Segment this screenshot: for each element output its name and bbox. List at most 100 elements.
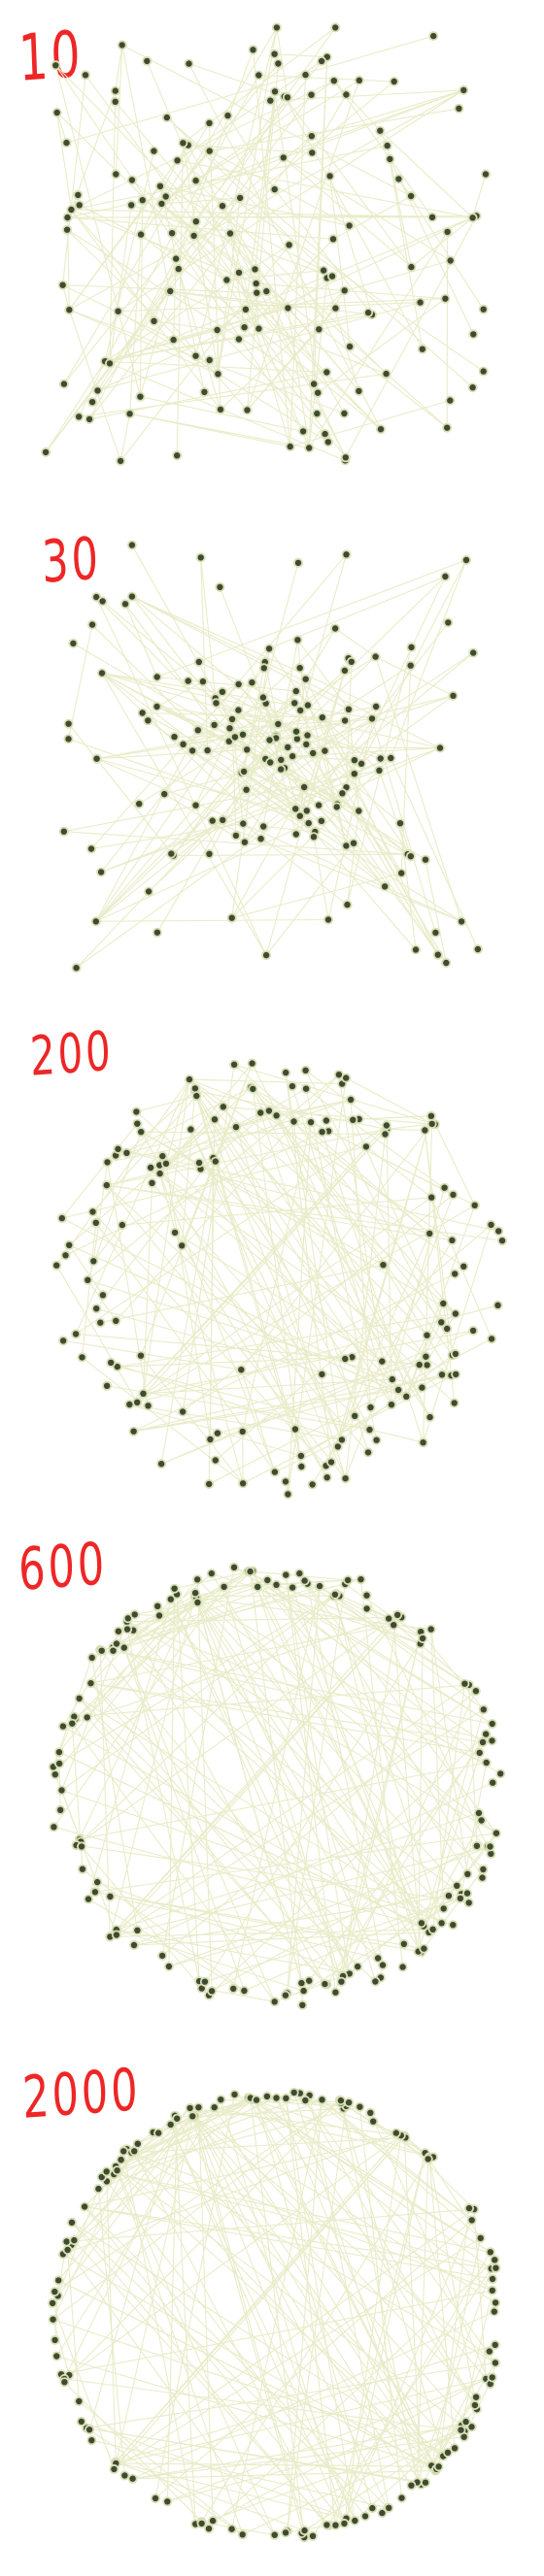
graph-node (314, 410, 321, 417)
graph-edge (54, 65, 141, 397)
graph-edge (285, 2097, 356, 2522)
graph-node (124, 1615, 131, 1622)
graph-node (231, 2091, 238, 2098)
graph-edge (132, 2311, 495, 2480)
graph-edge (84, 2134, 405, 2208)
graph-node (292, 806, 299, 812)
graph-edge (251, 681, 402, 874)
graph-edge (195, 80, 360, 182)
graph-node (473, 1842, 481, 1849)
graph-edge (174, 1232, 383, 1363)
graph-svg (41, 22, 491, 466)
graph-edge (299, 668, 347, 846)
graph-svg (51, 1058, 507, 1500)
graph-edge (86, 2427, 426, 2484)
graph-edge (56, 112, 68, 144)
graph-node (309, 1481, 316, 1488)
graph-edge (133, 1364, 420, 1433)
graph-edge (329, 176, 351, 347)
graph-node (167, 1596, 174, 1602)
graph-node (278, 766, 285, 773)
graph-node (112, 98, 119, 106)
graph-edge (64, 2381, 202, 2523)
graph-node (332, 2522, 339, 2528)
graph-node (192, 802, 199, 809)
graph-edge (395, 2132, 475, 2210)
graph-node (241, 324, 248, 331)
graph-node (445, 1893, 453, 1899)
graph-node (271, 50, 278, 57)
graph-node (454, 1882, 460, 1889)
graph-edge (96, 1307, 407, 1398)
graph-edge (104, 150, 154, 362)
graph-node (492, 2341, 498, 2349)
graph-edge (178, 268, 221, 411)
graph-node (193, 1092, 200, 1100)
graph-edge (133, 1272, 456, 1433)
graph-node (324, 439, 331, 446)
graph-edge (240, 1370, 276, 1472)
graph-edge (119, 413, 131, 462)
graph-node (94, 387, 101, 394)
graph-node (355, 1963, 361, 1970)
graph-node (469, 215, 476, 221)
graph-edge (250, 1570, 492, 1855)
graph-node (435, 2463, 442, 2470)
graph-edge (133, 1782, 493, 1946)
graph-edge (389, 158, 412, 268)
graph-edge (115, 45, 123, 175)
graph-node (153, 703, 160, 710)
graph-edge (84, 2206, 389, 2509)
graph-node (70, 640, 77, 647)
graph-node (345, 2099, 353, 2106)
graph-node (93, 755, 100, 762)
graph-edge (99, 1649, 358, 1967)
graph-edge (343, 2135, 402, 2524)
graph-edge (126, 1616, 402, 1623)
graph-node (241, 839, 249, 845)
graph-node (217, 406, 224, 413)
graph-edge (65, 1131, 323, 1256)
graph-edge (54, 64, 255, 270)
graph-node (147, 1164, 154, 1172)
graph-node (424, 1332, 430, 1338)
graph-node (367, 1404, 374, 1411)
graph-node (278, 756, 285, 764)
graph-node (53, 1262, 60, 1269)
graph-edge (329, 176, 373, 315)
graph-edge (106, 2181, 117, 2463)
graph-node (195, 1159, 203, 1167)
graph-node (341, 717, 349, 724)
graph-edge (340, 1690, 477, 1982)
graph-node (174, 157, 181, 164)
graph-edge (388, 1618, 470, 1686)
graph-node (111, 2465, 118, 2473)
graph-node (419, 1635, 426, 1642)
graph-edge (90, 1682, 379, 1959)
graph-edge (285, 1073, 343, 1440)
graph-edge (387, 1123, 432, 1130)
graph-edge (226, 270, 324, 281)
graph-edge (229, 233, 448, 429)
graph-node (214, 326, 221, 334)
graph-edge (349, 1873, 468, 1974)
graph-edge (81, 1846, 203, 1989)
graph-edge (156, 740, 270, 933)
graph-edge (126, 1621, 487, 1764)
graph-node (206, 1480, 213, 1488)
graph-edge (85, 2205, 492, 2269)
graph-edge (51, 2116, 194, 2304)
graph-node (483, 1759, 490, 1767)
graph-node (320, 267, 327, 274)
graph-node (235, 269, 243, 277)
graph-node (59, 1723, 67, 1730)
graph-node (382, 1131, 389, 1138)
graph-node (450, 1191, 457, 1199)
graph-node (236, 194, 244, 202)
graph-node (442, 295, 449, 302)
edges-group (52, 1567, 501, 2005)
graph-node (157, 1461, 165, 1468)
graph-node (287, 443, 293, 450)
graph-node (267, 97, 274, 104)
graph-edge (423, 1709, 485, 1927)
